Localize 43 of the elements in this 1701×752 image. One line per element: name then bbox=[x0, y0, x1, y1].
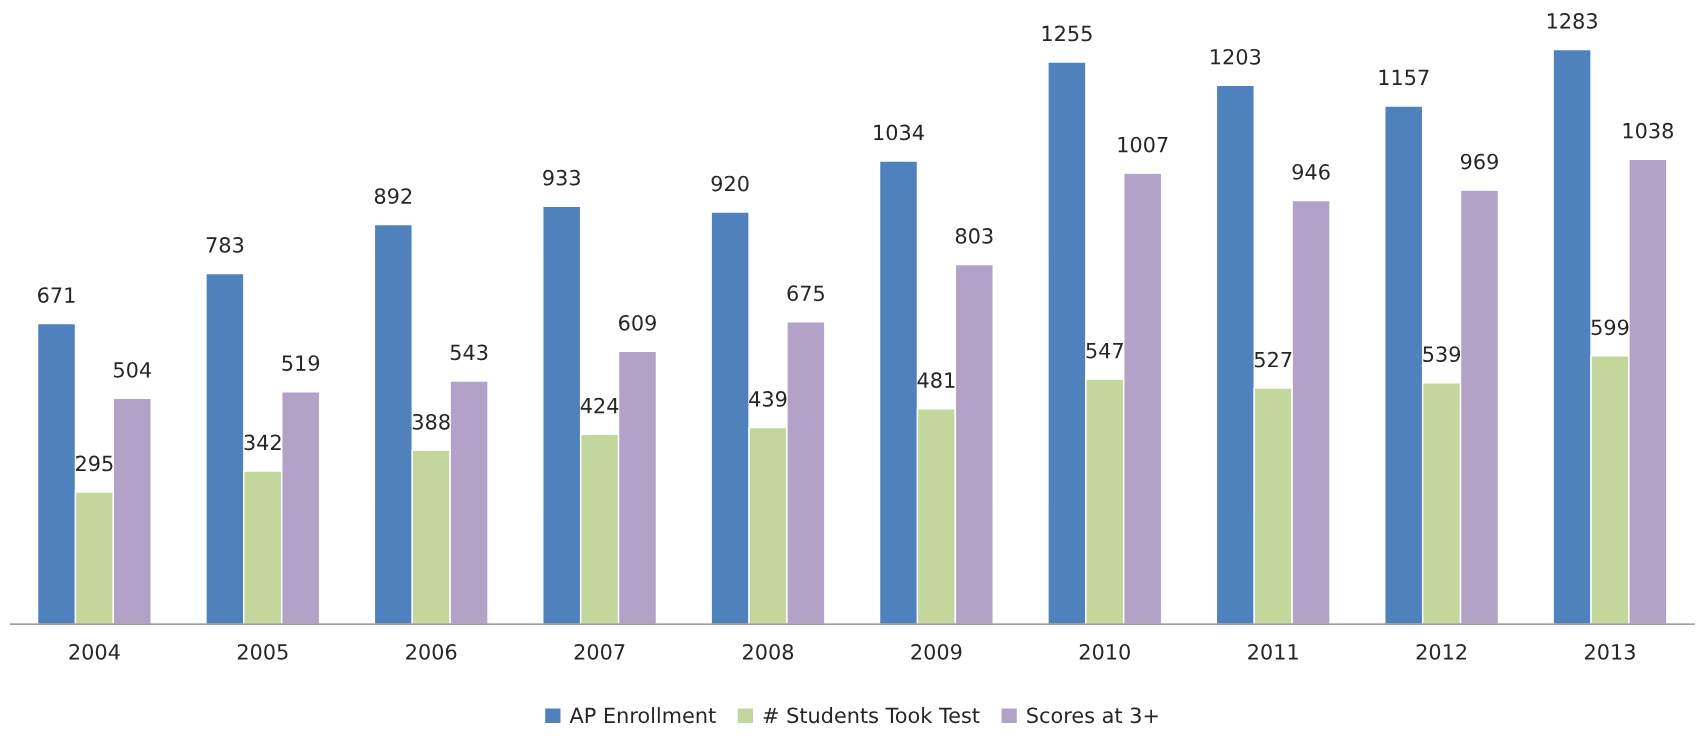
data-label: 481 bbox=[917, 372, 955, 389]
data-label: 1038 bbox=[1623, 122, 1673, 139]
data-label: 1007 bbox=[1118, 136, 1168, 153]
x-tick-label: 2007 bbox=[574, 643, 625, 660]
data-label: 527 bbox=[1254, 351, 1292, 368]
data-label: 547 bbox=[1086, 342, 1123, 359]
data-label: 1203 bbox=[1211, 48, 1261, 65]
data-label: 504 bbox=[114, 361, 152, 378]
data-label: 671 bbox=[38, 287, 75, 303]
data-label: 1283 bbox=[1547, 13, 1597, 29]
data-label: 424 bbox=[580, 397, 619, 414]
data-label: 1157 bbox=[1379, 69, 1429, 86]
legend-label: AP Enrollment bbox=[569, 707, 716, 724]
x-tick-label: 2006 bbox=[406, 643, 457, 660]
legend-label: # Students Took Test bbox=[763, 707, 980, 724]
data-label: 892 bbox=[374, 188, 412, 204]
legend-label: Scores at 3+ bbox=[1027, 707, 1158, 724]
data-label: 342 bbox=[244, 434, 281, 451]
data-label: 675 bbox=[787, 285, 824, 302]
data-label: 388 bbox=[412, 413, 450, 430]
data-label: 946 bbox=[1292, 164, 1330, 180]
data-label: 543 bbox=[450, 344, 488, 361]
data-label: 783 bbox=[206, 237, 244, 253]
x-tick-label: 2009 bbox=[911, 643, 962, 660]
data-label: 969 bbox=[1460, 153, 1498, 170]
x-tick-label: 2010 bbox=[1079, 643, 1130, 660]
x-tick-label: 2011 bbox=[1248, 643, 1298, 660]
x-tick-label: 2008 bbox=[743, 643, 794, 660]
x-tick-label: 2005 bbox=[237, 643, 288, 660]
data-label: 599 bbox=[1591, 319, 1629, 336]
x-tick-label: 2004 bbox=[69, 643, 120, 660]
data-label: 920 bbox=[711, 175, 749, 192]
data-label: 295 bbox=[76, 455, 113, 472]
data-label: 1034 bbox=[874, 124, 924, 141]
x-tick-label: 2012 bbox=[1416, 643, 1467, 660]
data-label: 1255 bbox=[1042, 25, 1092, 42]
data-label: 519 bbox=[282, 355, 320, 371]
x-tick-label: 2013 bbox=[1585, 643, 1635, 660]
data-label: 803 bbox=[955, 228, 993, 244]
data-label: 933 bbox=[543, 169, 580, 186]
data-label: 539 bbox=[1423, 346, 1461, 363]
data-label: 609 bbox=[619, 314, 656, 331]
data-label: 439 bbox=[749, 391, 787, 407]
